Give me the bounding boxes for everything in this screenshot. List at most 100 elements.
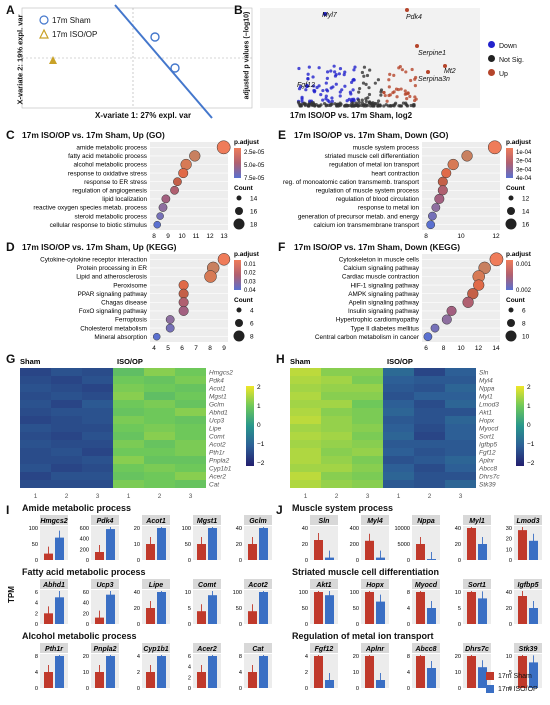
term-label: lipid localization (102, 196, 147, 203)
volcano-labeled-point (443, 64, 447, 68)
heatmap-cell (82, 368, 113, 376)
count-dot (235, 319, 243, 327)
heatmap-cell (82, 392, 113, 400)
term-label: muscle system process (353, 145, 419, 152)
panel-a-legend-iso: 17m ISO/OP (52, 30, 98, 39)
bar-y-tick: 10 (83, 670, 89, 676)
volcano-point (395, 95, 399, 99)
panel-d: D 17m ISO/OP vs. 17m Sham, Up (KEGG) Cytok… (0, 240, 275, 352)
bar-y-tick: 0 (305, 558, 308, 563)
heatmap-cell (144, 416, 175, 424)
bar-y-tick: 40 (134, 590, 140, 596)
bar-gene-label: Myocd (415, 582, 438, 589)
heatmap-cell (445, 456, 476, 464)
volcano-labeled-point (305, 84, 309, 88)
enrichment-dot (178, 297, 189, 308)
volcano-point (352, 78, 356, 82)
heatmap-gene-label: Comt (209, 434, 226, 441)
enrichment-dot (216, 140, 231, 155)
heatmap-cell (383, 472, 414, 480)
colorbar-tick: 1 (257, 403, 261, 410)
heatmap-cell (20, 392, 51, 400)
heatmap-cell (290, 464, 321, 472)
enrichment-dot (430, 323, 440, 333)
heatmap-cell (352, 416, 383, 424)
heatmap-cell (144, 368, 175, 376)
x-tick: 13 (220, 233, 228, 240)
heatmap-cell (20, 368, 51, 376)
bar-y-tick: 0 (458, 558, 461, 563)
heatmap-cell (113, 384, 144, 392)
heatmap-gene-label: Acot1 (208, 386, 226, 393)
enrichment-dot (446, 305, 457, 316)
heatmap-cell (175, 440, 206, 448)
bar-y-tick: 0 (407, 622, 410, 627)
bar-y-tick: 10 (455, 670, 461, 676)
bar-y-tick: 0 (509, 558, 512, 563)
bar-chart-abhd1: Abhd1 0 2 4 6 (35, 579, 68, 627)
volcano-point (337, 72, 341, 76)
bar-y-tick: 0 (356, 622, 359, 627)
count-dot (505, 218, 517, 230)
panel-letter-g: G (6, 352, 16, 366)
volcano-point (360, 98, 364, 102)
panel-letter-h: H (276, 352, 285, 366)
heatmap-cell (352, 368, 383, 376)
volcano-point (327, 100, 331, 104)
heatmap-cell (414, 440, 445, 448)
bar-gene-label: Stk39 (519, 646, 538, 653)
heatmap-cell (290, 392, 321, 400)
heatmap-cell (51, 472, 82, 480)
heatmap-cell (383, 432, 414, 440)
heatmap-cell (414, 416, 445, 424)
heatmap-colorbar (246, 386, 254, 466)
heatmap-cell (51, 384, 82, 392)
bar-chart-pth1r: Pth1r 0 4 8 (35, 643, 68, 691)
padj-title: p.adjust (234, 139, 260, 146)
bar-group-title: Amide metabolic process (22, 503, 132, 513)
bar-y-tick: 2 (35, 611, 38, 617)
bar-chart-cat: Cat 0 4 8 (239, 643, 272, 691)
term-label: Cholesterol metabolism (80, 325, 147, 332)
count-tick: 6 (250, 321, 254, 328)
heatmap-cell (82, 400, 113, 408)
bar-y-tick: 10000 (394, 526, 410, 532)
bar-y-tick: 40 (506, 590, 512, 596)
colorbar-tick: −1 (527, 441, 535, 448)
bar-chart-lipe: Lipe 0 20 40 (134, 579, 170, 627)
heatmap-cell (445, 384, 476, 392)
heatmap-gene-label: Myl4 (479, 378, 493, 385)
padj-tick: 0.02 (244, 271, 256, 277)
heatmap-cell (383, 400, 414, 408)
heatmap-cell (414, 392, 445, 400)
enrichment-dot (189, 150, 201, 162)
heatmap-col-label: 2 (428, 493, 432, 500)
bar (248, 544, 257, 560)
volcano-point (324, 97, 328, 101)
heatmap-cell (321, 368, 352, 376)
volcano-point (361, 81, 366, 85)
volcano-label-pdk4: Pdk4 (406, 14, 422, 21)
bar (416, 544, 425, 560)
term-label: AMPK signaling pathway (348, 291, 419, 298)
bar (197, 672, 206, 688)
count-dot (505, 330, 517, 342)
volcano-point (357, 100, 361, 105)
bar (518, 530, 527, 560)
heatmap-cell (20, 440, 51, 448)
volcano-label-fgf12: Fgf12 (297, 82, 315, 89)
term-label: reactive oxygen species metab. process (33, 205, 147, 212)
volcano-point (377, 99, 381, 103)
bar-chart-abcc8: Abcc8 0 4 8 (407, 643, 440, 691)
bar (106, 656, 115, 688)
bar-chart-myocd: Myocd 0 4 8 (407, 579, 440, 627)
heatmap-cell (414, 400, 445, 408)
term-label: Chagas disease (101, 300, 147, 307)
volcano-point (319, 93, 323, 97)
heatmap-cell (82, 376, 113, 384)
bar-y-tick: 0 (35, 622, 38, 627)
bar-y-tick: 0 (35, 686, 38, 691)
heatmap-gene-label: Myocd (479, 426, 499, 433)
volcano-point (352, 68, 356, 72)
